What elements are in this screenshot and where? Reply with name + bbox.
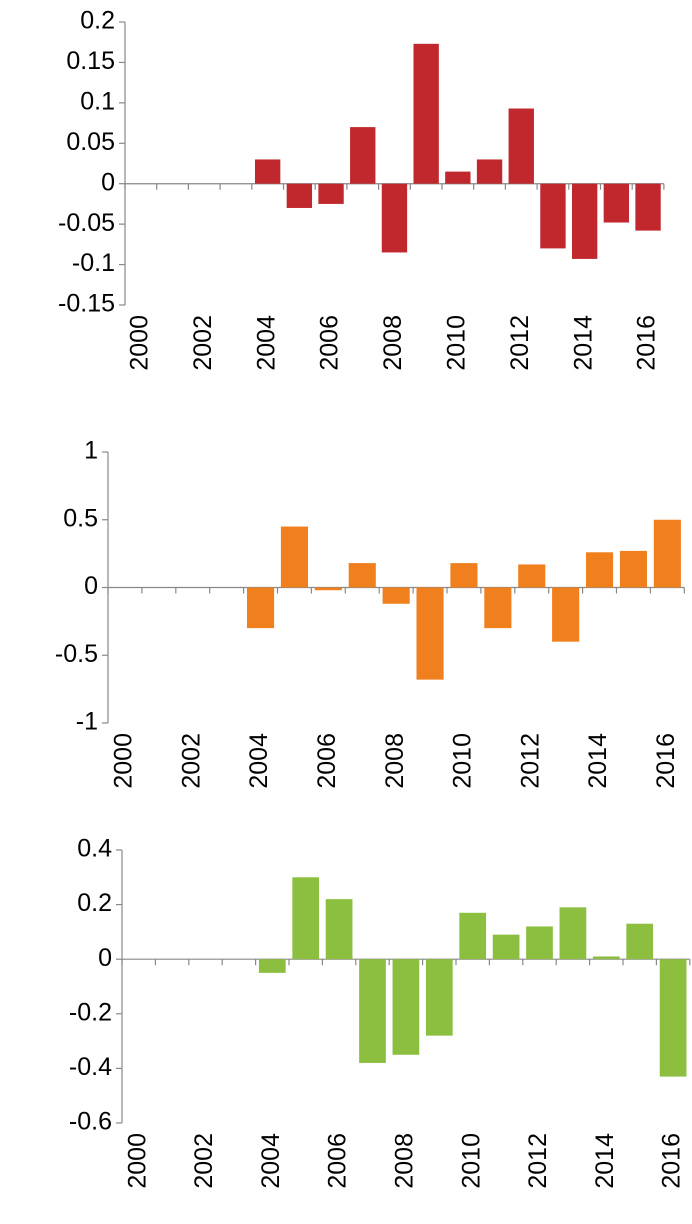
x-tick-label: 2002	[190, 1133, 218, 1189]
y-tick-label: 0	[98, 944, 112, 972]
bar	[382, 587, 410, 604]
x-tick-label: 2004	[245, 733, 273, 789]
x-tick-label: 2012	[524, 1133, 552, 1189]
y-tick-label: 0.5	[63, 504, 98, 532]
x-tick-label: 2002	[177, 733, 205, 789]
x-tick-label: 2012	[506, 315, 534, 371]
bar	[526, 926, 553, 960]
bar	[626, 923, 654, 960]
x-tick-label: 2000	[123, 1133, 151, 1189]
y-tick-label: 0.4	[77, 835, 112, 863]
y-tick-label: 0.15	[66, 47, 115, 75]
bar	[571, 183, 598, 259]
bar	[348, 563, 376, 588]
bar	[392, 959, 420, 1055]
bar	[254, 159, 281, 184]
y-tick-label: 0.2	[80, 7, 115, 35]
bar	[425, 959, 453, 1036]
bar	[659, 959, 687, 1077]
bar	[540, 183, 566, 249]
bar	[416, 587, 444, 680]
bar	[603, 183, 630, 223]
y-tick-label: -0.1	[72, 249, 115, 277]
bar	[318, 183, 344, 204]
x-tick-label: 2014	[591, 1133, 619, 1189]
x-tick-label: 2014	[569, 315, 597, 371]
bar	[450, 563, 478, 588]
bar	[585, 552, 614, 588]
bar	[350, 127, 376, 184]
x-tick-label: 2006	[313, 733, 341, 789]
y-tick-label: 0.2	[77, 889, 112, 917]
bar	[381, 183, 408, 253]
bar	[258, 959, 286, 973]
x-tick-label: 2014	[584, 733, 612, 789]
x-tick-label: 2004	[257, 1133, 285, 1189]
y-tick-label: 0	[101, 168, 115, 196]
x-tick-label: 2000	[110, 733, 138, 789]
bar	[508, 108, 534, 184]
y-tick-label: 0.05	[66, 128, 115, 156]
x-tick-label: 2008	[379, 315, 407, 371]
bar	[559, 907, 587, 960]
y-tick-label: -1	[76, 708, 98, 736]
bar	[619, 550, 648, 588]
bar	[492, 934, 520, 960]
bar	[653, 519, 681, 588]
bar	[445, 171, 471, 184]
x-tick-label: 2008	[381, 733, 409, 789]
bar	[246, 587, 275, 629]
y-tick-label: -0.6	[69, 1108, 112, 1136]
bar	[292, 877, 320, 960]
bar	[552, 587, 580, 642]
bar	[413, 43, 439, 184]
bar	[518, 564, 546, 588]
y-tick-label: 1	[84, 437, 98, 465]
bar	[325, 899, 353, 960]
bar	[314, 587, 342, 591]
x-tick-label: 2012	[516, 733, 544, 789]
x-tick-label: 2016	[633, 315, 661, 371]
bar	[286, 183, 313, 208]
bar	[592, 956, 620, 960]
bar	[280, 526, 309, 588]
y-tick-label: 0.1	[80, 87, 115, 115]
x-tick-label: 2000	[125, 315, 153, 371]
x-tick-label: 2006	[324, 1133, 352, 1189]
x-tick-label: 2016	[652, 733, 680, 789]
bar	[459, 912, 487, 960]
y-tick-label: -0.05	[58, 209, 115, 237]
x-tick-label: 2004	[252, 315, 280, 371]
bar	[359, 959, 386, 1063]
y-tick-label: -0.4	[69, 1053, 112, 1081]
x-tick-label: 2016	[658, 1133, 686, 1189]
x-tick-label: 2002	[189, 315, 217, 371]
x-tick-label: 2008	[391, 1133, 419, 1189]
y-tick-label: -0.5	[55, 640, 98, 668]
x-tick-label: 2010	[449, 733, 477, 789]
y-tick-label: -0.15	[58, 290, 115, 318]
bar	[635, 183, 661, 231]
x-tick-label: 2006	[316, 315, 344, 371]
x-tick-label: 2010	[442, 315, 470, 371]
bar	[484, 587, 512, 629]
bar	[476, 159, 503, 184]
x-tick-label: 2010	[457, 1133, 485, 1189]
y-tick-label: -0.2	[69, 998, 112, 1026]
y-tick-label: 0	[84, 572, 98, 600]
